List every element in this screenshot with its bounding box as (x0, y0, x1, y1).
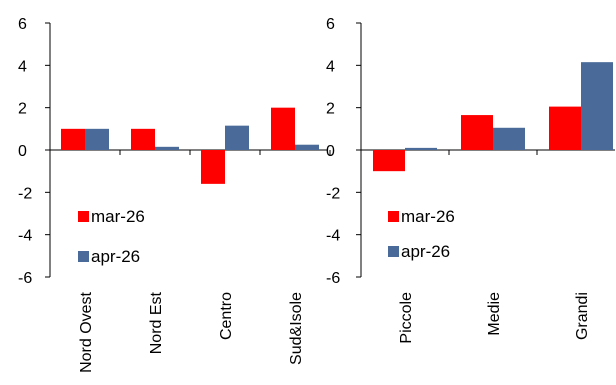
y-tick-label: 0 (18, 143, 27, 160)
bar-mar-26-nord-est (131, 128, 155, 150)
legend-swatch-apr-26 (388, 246, 399, 257)
bar-mar-26-piccole (373, 150, 405, 172)
y-tick-label: 4 (326, 58, 335, 75)
legend-label-mar-26: mar-26 (91, 207, 145, 226)
bar-apr-26-nord-ovest (85, 128, 109, 150)
legend-label-mar-26: mar-26 (401, 207, 455, 226)
legend-label-apr-26: apr-26 (401, 242, 450, 261)
legend-swatch-mar-26 (388, 211, 399, 222)
x-category-label: Centro (218, 292, 235, 340)
bar-apr-26-nord-est (155, 146, 179, 150)
bar-mar-26-medie (461, 115, 493, 150)
legend-swatch-apr-26 (78, 251, 89, 262)
x-category-label: Sud&Isole (288, 292, 305, 365)
bar-apr-26-sud-isole (295, 144, 319, 150)
y-tick-label: -4 (326, 228, 340, 245)
y-tick-label: -2 (18, 185, 32, 202)
x-category-label: Nord Est (148, 291, 165, 354)
y-tick-label: -6 (18, 270, 32, 287)
chart-panel-1: 6 4 2 0 -2 -4 -6 Nord Ovest Nord Est Centro Sud&Is… (18, 16, 331, 373)
y-tick-label: 2 (18, 101, 27, 118)
bar-mar-26-sud-isole (271, 107, 295, 150)
y-tick-label: 6 (326, 16, 335, 33)
y-tick-label: 4 (18, 58, 27, 75)
y-tick-label: -4 (18, 228, 32, 245)
legend-swatch-mar-26 (78, 211, 89, 222)
y-tick-label: 0 (326, 143, 335, 160)
legend-label-apr-26: apr-26 (91, 247, 140, 266)
y-tick-label: -2 (326, 185, 340, 202)
x-category-label: Nord Ovest (78, 291, 95, 372)
bar-apr-26-piccole (405, 147, 437, 150)
bar-apr-26-grandi (581, 62, 613, 150)
bar-mar-26-grandi (549, 106, 581, 150)
x-category-label: Medie (486, 292, 503, 336)
x-category-label: Grandi (574, 292, 591, 340)
x-category-label: Piccole (398, 292, 415, 344)
chart-panel-2: 6 4 2 0 -2 -4 -6 Piccole Medie Grandi mar-26 apr-26 (326, 16, 615, 344)
bar-mar-26-centro (201, 150, 225, 184)
bar-apr-26-medie (493, 127, 525, 150)
y-tick-label: -6 (326, 270, 340, 287)
y-tick-label: 2 (326, 101, 335, 118)
y-tick-label: 6 (18, 16, 27, 33)
bar-apr-26-centro (225, 125, 249, 150)
bar-mar-26-nord-ovest (61, 128, 85, 150)
